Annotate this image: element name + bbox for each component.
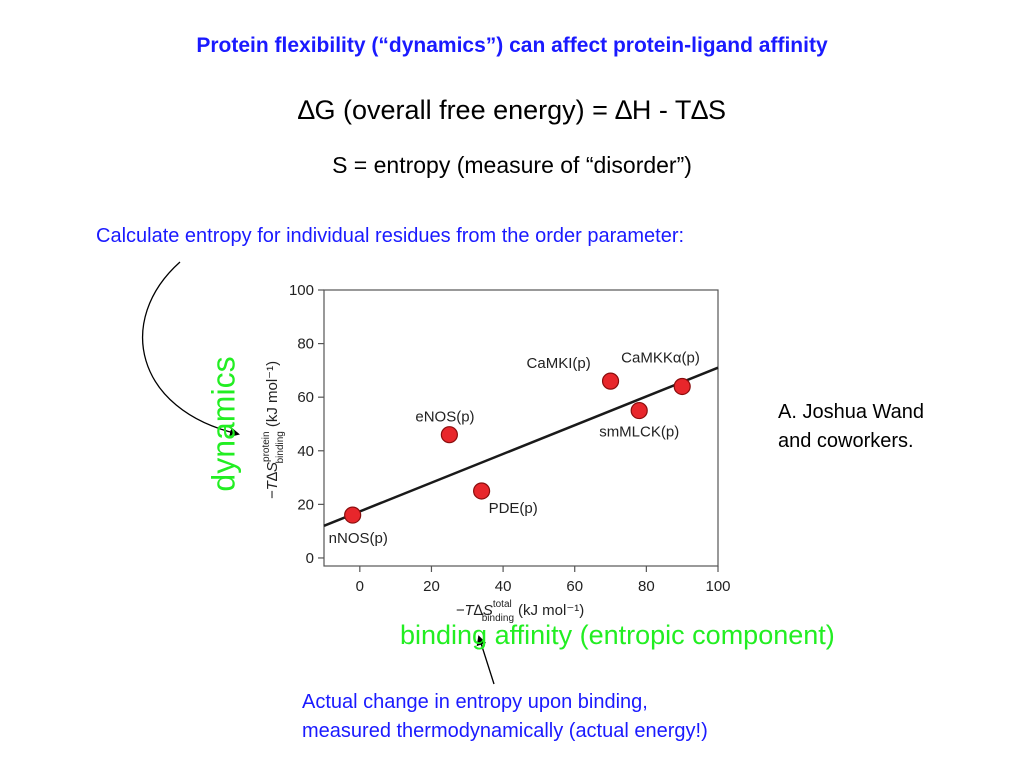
credit-line-1: A. Joshua Wand [778, 401, 925, 423]
data-point-label-0: nNOS(p) [329, 530, 388, 547]
x-axis-label: −T∆Stotal binding (kJ mol⁻¹) [456, 599, 585, 624]
actual-line-2: measured thermodynamically (actual energ… [302, 720, 708, 742]
actual-entropy-note: Actual change in entropy upon binding, m… [302, 688, 708, 746]
y-tick-label-100: 100 [289, 282, 314, 299]
data-point-label-3: CaMKI(p) [527, 355, 591, 372]
free-energy-equation: ∆G (overall free energy) = ∆H - T∆S [298, 95, 726, 125]
x-tick-label-0: 0 [356, 578, 364, 595]
data-point-1 [440, 426, 458, 444]
data-point-5 [673, 377, 691, 396]
data-point-3 [601, 372, 620, 390]
actual-line-1: Actual change in entropy upon binding, [302, 691, 648, 713]
binding-affinity-label: binding affinity (entropic component) [400, 620, 835, 650]
x-tick-label-40: 40 [495, 578, 512, 595]
author-credit: A. Joshua Wand and coworkers. [778, 398, 924, 456]
data-point-2 [473, 482, 491, 500]
fit-line [323, 366, 719, 527]
credit-line-2: and coworkers. [778, 430, 914, 452]
data-point-label-4: smMLCK(p) [599, 424, 679, 441]
x-tick-label-100: 100 [705, 578, 730, 595]
data-point-label-5: CaMKKα(p) [621, 349, 700, 366]
y-tick-label-60: 60 [297, 389, 314, 406]
x-tick-label-80: 80 [638, 578, 655, 595]
y-tick-label-40: 40 [297, 443, 314, 460]
data-point-0 [344, 506, 362, 524]
y-tick-label-0: 0 [306, 550, 314, 567]
x-tick-label-60: 60 [566, 578, 583, 595]
y-tick-label-20: 20 [297, 496, 314, 513]
data-point-label-2: PDE(p) [489, 500, 538, 517]
binding-arrow [476, 635, 495, 685]
calculate-entropy-text: Calculate entropy for individual residue… [96, 225, 685, 247]
dynamics-label: dynamics [205, 356, 242, 492]
dynamics-arrow [142, 261, 240, 438]
x-tick-label-20: 20 [423, 578, 440, 595]
entropy-definition: S = entropy (measure of “disorder”) [332, 152, 692, 178]
y-axis-label: −T∆Sprotein binding(kJ mol⁻¹) [261, 361, 286, 499]
data-point-4 [630, 401, 648, 420]
plot-frame [323, 289, 719, 567]
slide-title: Protein flexibility (“dynamics”) can aff… [196, 34, 828, 57]
y-tick-label-80: 80 [297, 336, 314, 353]
data-point-label-1: eNOS(p) [415, 409, 474, 426]
